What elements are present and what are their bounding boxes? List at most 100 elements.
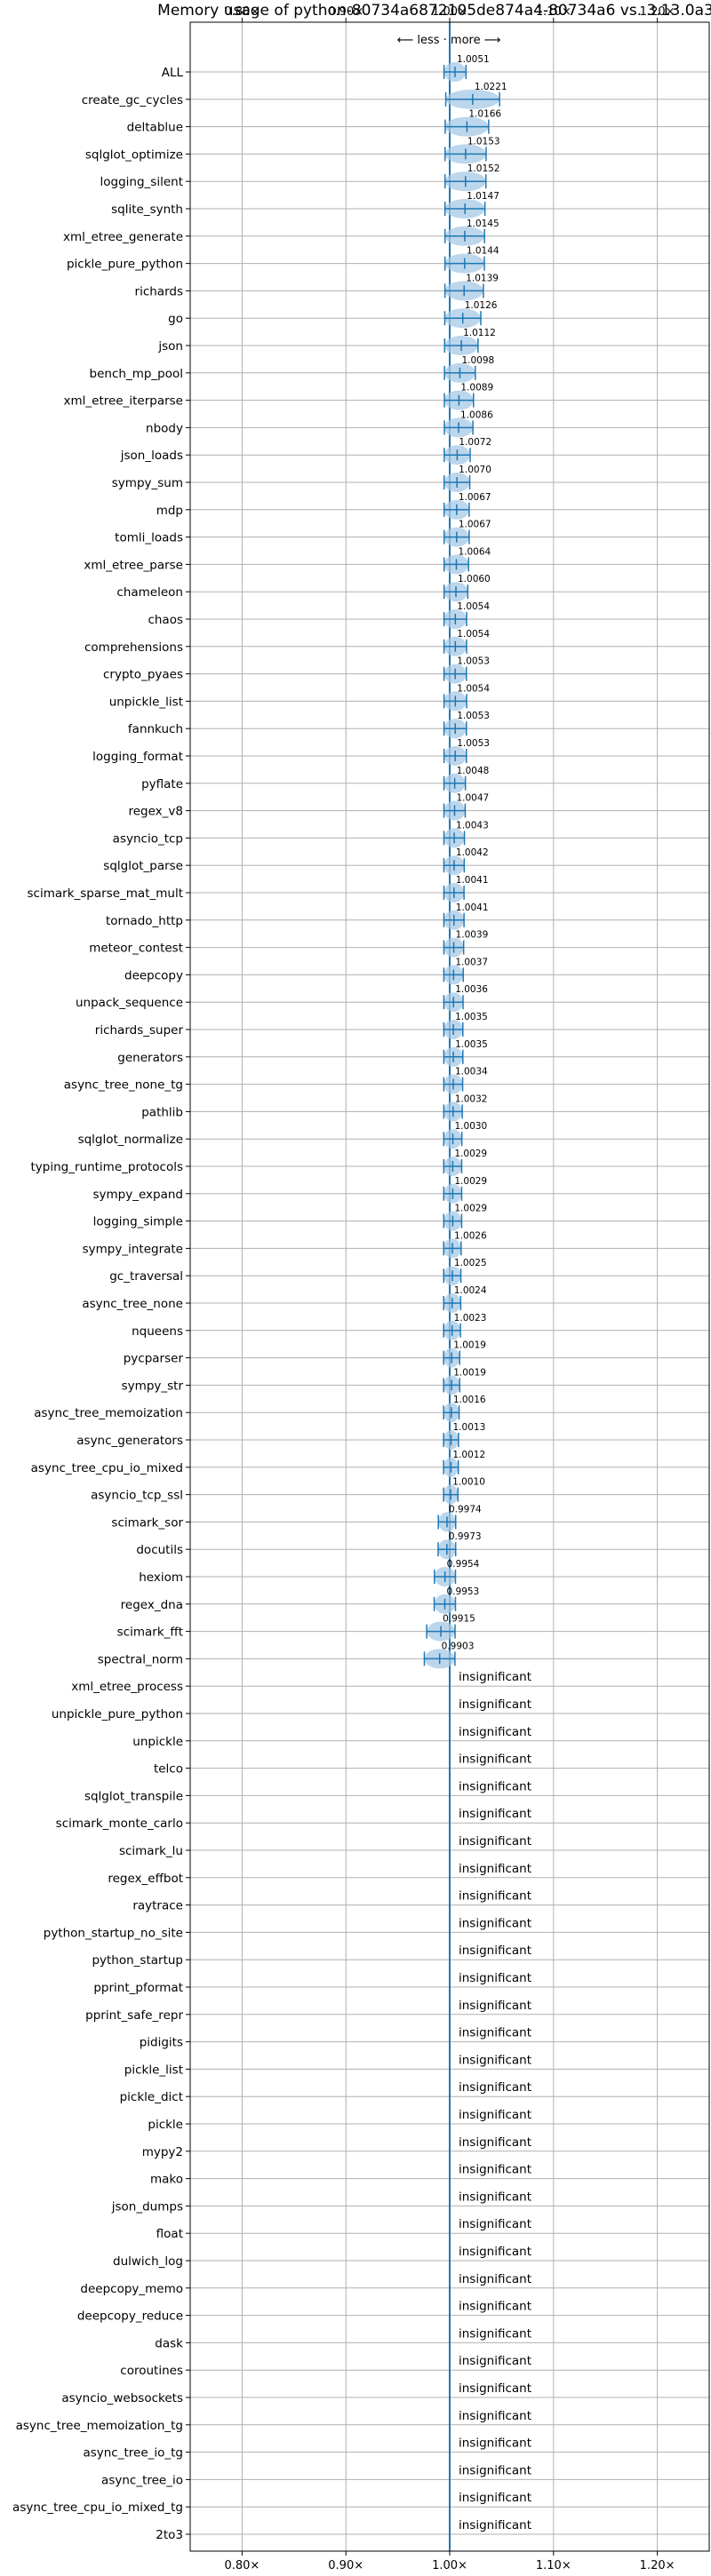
x-tick-label-top: 1.10×: [536, 5, 571, 19]
benchmark-label: deepcopy: [124, 968, 183, 982]
insignificant-label: insignificant: [459, 2381, 531, 2396]
benchmark-label: async_tree_none_tg: [64, 1078, 183, 1093]
value-label: 1.0053: [457, 656, 490, 667]
benchmark-label: unpack_sequence: [76, 996, 183, 1010]
value-label: 1.0051: [457, 54, 490, 65]
benchmark-label: xml_etree_iterparse: [64, 394, 184, 409]
value-label: 1.0112: [463, 328, 496, 338]
benchmark-label: sqlglot_normalize: [78, 1133, 183, 1147]
x-tick-label-bottom: 0.90×: [328, 2559, 363, 2572]
insignificant-label: insignificant: [459, 2354, 531, 2368]
x-tick-label-bottom: 0.80×: [224, 2559, 260, 2572]
benchmark-label: sqlglot_transpile: [84, 1789, 183, 1803]
benchmark-label: pickle_list: [124, 2063, 183, 2077]
marks-layer: [423, 22, 500, 2551]
insignificant-label: insignificant: [459, 1753, 531, 1767]
benchmark-label: telco: [154, 1762, 183, 1777]
benchmark-label: logging_silent: [100, 175, 183, 189]
benchmark-label: scimark_lu: [119, 1844, 183, 1858]
value-label: 1.0010: [452, 1477, 485, 1488]
insignificant-label: insignificant: [459, 2135, 531, 2150]
benchmark-label: mdp: [156, 504, 183, 518]
benchmark-label: unpickle: [132, 1735, 183, 1749]
benchmark-label: deltablue: [127, 121, 183, 135]
value-label: 1.0030: [455, 1121, 488, 1132]
benchmark-label: pidigits: [140, 2036, 183, 2050]
insignificant-label: insignificant: [459, 1779, 531, 1793]
benchmark-label: pycparser: [124, 1352, 184, 1366]
insignificant-label: insignificant: [459, 1862, 531, 1876]
value-label: 0.9954: [447, 1559, 480, 1570]
benchmark-label: scimark_sparse_mat_mult: [28, 886, 183, 901]
value-label: 1.0041: [456, 875, 489, 886]
value-label: 1.0060: [458, 574, 491, 584]
plot-frame: [189, 21, 710, 2552]
insignificant-label: insignificant: [459, 2190, 531, 2204]
value-label: 1.0098: [461, 355, 494, 366]
insignificant-label: insignificant: [459, 2080, 531, 2095]
benchmark-label: sympy_sum: [112, 476, 183, 490]
benchmark-label: asyncio_websockets: [61, 2391, 183, 2405]
value-label: 1.0042: [456, 847, 489, 858]
benchmark-label: async_tree_cpu_io_mixed: [31, 1461, 183, 1475]
insignificant-label: insignificant: [459, 1916, 531, 1930]
insignificant-label: insignificant: [459, 1670, 531, 1684]
benchmark-label: async_tree_memoization: [34, 1406, 183, 1420]
value-label: 1.0086: [460, 409, 493, 420]
value-label: 1.0019: [453, 1340, 486, 1351]
insignificant-label: insignificant: [459, 1889, 531, 1904]
value-label: 1.0019: [453, 1367, 486, 1378]
value-label: 1.0035: [455, 1012, 488, 1022]
benchmark-label: sqlglot_parse: [103, 859, 183, 873]
benchmark-label: mako: [150, 2173, 183, 2187]
value-label: 1.0067: [459, 520, 491, 530]
benchmark-label: xml_etree_generate: [63, 230, 183, 244]
benchmark-label: regex_effbot: [108, 1872, 183, 1886]
value-label: 1.0054: [457, 629, 490, 640]
insignificant-label: insignificant: [459, 2217, 531, 2231]
benchmark-label: regex_v8: [128, 805, 183, 819]
benchmark-label: async_tree_memoization_tg: [16, 2419, 183, 2433]
value-label: 1.0013: [453, 1422, 486, 1433]
value-label: 1.0025: [454, 1258, 487, 1268]
value-label: 1.0147: [467, 191, 499, 202]
value-label: 1.0024: [454, 1285, 487, 1296]
x-tick-label-top: 1.00×: [432, 5, 467, 19]
benchmark-label: pickle_pure_python: [67, 258, 183, 272]
value-label: 1.0166: [468, 109, 501, 120]
value-label: 1.0139: [466, 273, 499, 283]
benchmark-label: pickle_dict: [120, 2090, 183, 2104]
benchmark-label: sympy_str: [122, 1379, 184, 1393]
value-label: 0.9973: [449, 1531, 482, 1542]
benchmark-label: 2to3: [156, 2528, 183, 2542]
benchmark-label: coroutines: [120, 2364, 183, 2378]
insignificant-label: insignificant: [459, 1834, 531, 1849]
value-label: 1.0054: [457, 683, 490, 694]
benchmark-label: json: [157, 339, 183, 354]
value-label: 1.0034: [455, 1067, 488, 1077]
value-label: 1.0221: [475, 82, 507, 92]
benchmark-label: sympy_integrate: [83, 1242, 183, 1256]
value-label: 1.0016: [453, 1395, 486, 1405]
value-label: 1.0029: [454, 1176, 487, 1187]
value-label: 1.0026: [454, 1230, 487, 1241]
benchmark-label: unpickle_list: [109, 695, 183, 709]
benchmark-label: go: [168, 312, 183, 326]
insignificant-label: insignificant: [459, 1807, 531, 1821]
value-label: 1.0047: [456, 793, 489, 804]
benchmark-label: sqlite_synth: [111, 203, 183, 217]
benchmark-label: nqueens: [132, 1324, 183, 1339]
benchmark-label: json_dumps: [111, 2199, 183, 2214]
value-label: 1.0012: [452, 1450, 485, 1460]
value-label: 1.0029: [454, 1149, 487, 1159]
labels-layer: 0.80× 0.80× 0.90× 0.90× 1.00× 1.00× 1.10× 1.10×…: [12, 5, 675, 2572]
value-label: 1.0023: [454, 1313, 487, 1324]
benchmark-label: pickle: [148, 2118, 183, 2132]
benchmark-label: python_startup: [92, 1953, 183, 1968]
benchmark-label: json_loads: [120, 449, 183, 463]
value-label: 1.0053: [457, 738, 490, 749]
benchmark-label: sqlglot_optimize: [85, 147, 183, 162]
benchmark-label: scimark_fft: [117, 1626, 183, 1640]
value-label: 0.9915: [443, 1614, 475, 1625]
value-label: 1.0043: [456, 820, 489, 831]
